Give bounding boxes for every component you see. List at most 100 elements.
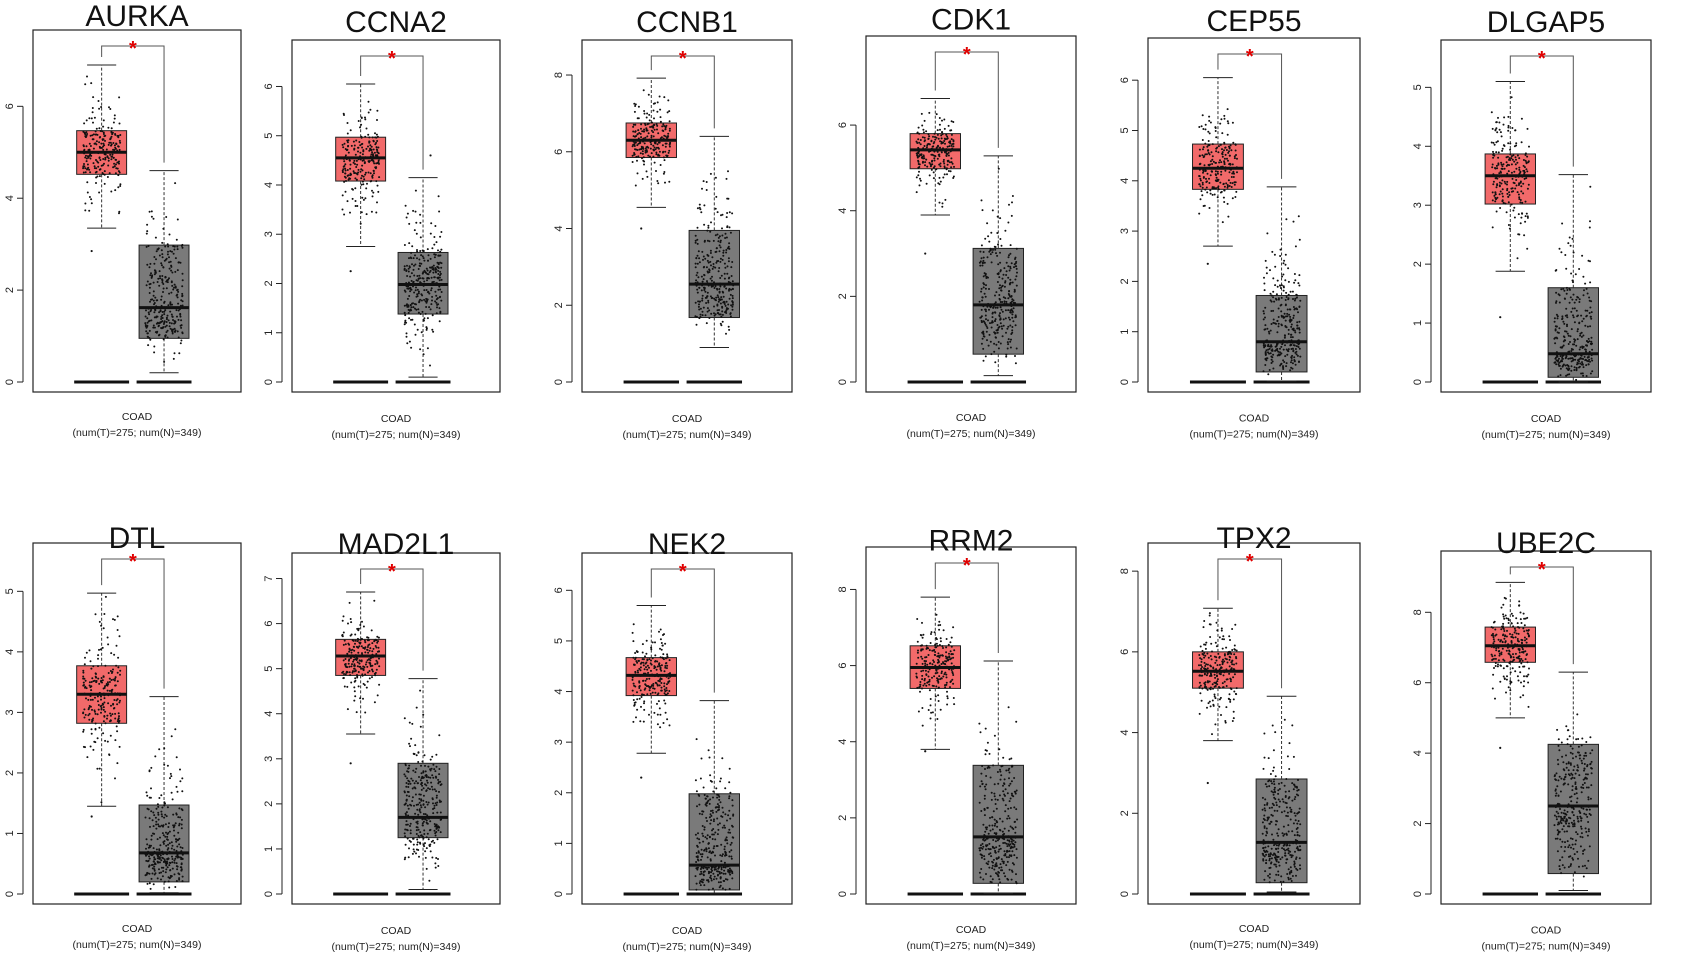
data-point: [439, 801, 441, 803]
data-point: [97, 700, 99, 703]
data-point: [179, 780, 182, 783]
data-point: [410, 306, 413, 309]
data-point: [1010, 338, 1012, 341]
data-point: [1288, 308, 1291, 311]
data-point: [404, 775, 407, 778]
chart-title: NEK2: [648, 528, 726, 561]
data-point: [161, 253, 164, 256]
data-point: [713, 305, 715, 308]
data-point: [700, 870, 703, 873]
data-point: [717, 270, 720, 273]
data-point: [437, 195, 440, 198]
data-point: [355, 159, 358, 162]
data-point: [175, 813, 178, 816]
data-point: [422, 353, 425, 356]
data-point: [414, 771, 417, 774]
data-point: [354, 669, 357, 672]
data-point: [638, 148, 641, 151]
data-point: [404, 802, 407, 805]
box-tumor: [625, 604, 677, 779]
data-point: [641, 177, 644, 180]
data-point: [421, 255, 424, 258]
y-tick-label: 1: [4, 830, 16, 836]
data-point: [366, 659, 369, 662]
data-point: [1219, 122, 1222, 125]
data-point: [430, 781, 433, 784]
data-point: [655, 668, 658, 671]
data-point: [657, 132, 660, 135]
data-point: [176, 868, 179, 871]
data-point: [82, 130, 85, 133]
data-point: [152, 883, 155, 886]
data-point: [112, 668, 114, 671]
data-point: [1229, 144, 1232, 147]
data-point: [180, 823, 183, 826]
data-point: [665, 142, 668, 145]
data-point: [1276, 319, 1279, 322]
data-point: [367, 133, 370, 136]
data-point: [1506, 189, 1509, 192]
data-point: [430, 289, 433, 292]
data-point: [413, 274, 416, 277]
data-point: [727, 245, 730, 248]
data-point: [1520, 216, 1523, 219]
data-point: [167, 826, 170, 828]
data-point: [350, 173, 352, 176]
data-point: [698, 882, 701, 884]
data-point: [148, 313, 151, 316]
data-point: [1217, 151, 1220, 154]
data-point: [372, 154, 374, 157]
data-point: [652, 109, 655, 112]
data-point: [731, 877, 734, 880]
data-point: [415, 821, 418, 824]
data-point: [414, 793, 417, 796]
significance-bracket: [360, 55, 424, 170]
data-point: [981, 299, 984, 302]
data-point: [1000, 286, 1003, 289]
data-point: [1589, 372, 1592, 375]
data-point: [344, 190, 347, 193]
data-point: [405, 332, 408, 335]
data-point: [1496, 184, 1499, 187]
data-point: [153, 345, 156, 348]
data-point: [417, 290, 420, 293]
data-point: [726, 842, 729, 845]
data-point: [374, 663, 377, 666]
data-point: [430, 276, 433, 279]
box-tumor: [625, 77, 677, 230]
data-point: [1495, 186, 1498, 189]
data-point: [88, 649, 91, 652]
x-sample-count-label: (num(T)=275; num(N)=349): [623, 429, 752, 441]
data-point: [164, 309, 167, 312]
data-point: [668, 690, 671, 692]
data-point: [1006, 341, 1009, 344]
data-point: [980, 244, 983, 247]
y-tick-label: 1: [1119, 329, 1131, 335]
data-point: [1292, 317, 1295, 319]
data-point: [173, 829, 175, 832]
data-point: [116, 703, 119, 706]
data-point: [1493, 143, 1496, 146]
data-point: [704, 836, 707, 839]
data-point: [635, 660, 638, 663]
data-point: [707, 226, 710, 229]
y-tick-label: 4: [1119, 178, 1131, 184]
data-point: [1010, 262, 1013, 265]
data-point: [94, 142, 97, 145]
data-point: [408, 317, 411, 320]
data-point: [1583, 289, 1585, 292]
data-point: [351, 197, 354, 200]
data-point: [1282, 273, 1285, 276]
data-point: [376, 140, 379, 142]
data-point: [378, 176, 381, 179]
data-point: [356, 657, 359, 660]
data-point: [1578, 348, 1581, 351]
data-point: [176, 296, 179, 299]
data-point: [162, 842, 165, 845]
data-point: [148, 283, 151, 286]
data-point: [921, 136, 924, 139]
data-point: [1296, 321, 1299, 324]
data-point: [368, 677, 371, 680]
data-point: [1510, 96, 1513, 99]
